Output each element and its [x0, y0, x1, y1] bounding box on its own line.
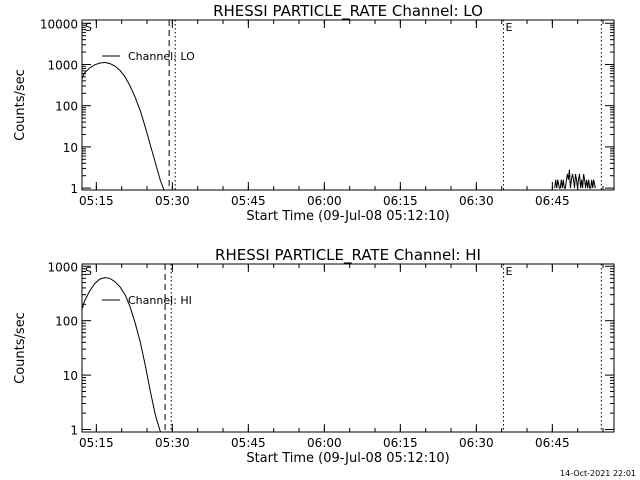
x-axis-label: Start Time (09-Jul-08 05:12:10)	[246, 209, 449, 224]
plot-frame	[81, 19, 615, 191]
x-tick-label: 06:00	[307, 436, 342, 450]
x-tick-label: 05:45	[231, 194, 266, 208]
y-tick-label: 1000	[47, 260, 78, 274]
x-tick-label: 05:45	[231, 436, 266, 450]
y-axis-label: Counts/sec	[13, 69, 28, 141]
y-tick-label: 10000	[40, 17, 78, 31]
x-tick-label: 06:15	[383, 194, 418, 208]
chart-panel-hi: RHESSI PARTICLE_RATE Channel: HI 05:15 05:…	[13, 246, 615, 466]
chart-title: RHESSI PARTICLE_RATE Channel: LO	[213, 2, 483, 21]
y-tick-label: 100	[55, 315, 78, 329]
data-series-line	[82, 61, 165, 190]
x-tick-label: 06:30	[459, 436, 494, 450]
time-marker-label: E	[506, 265, 513, 278]
y-tick-label: 10	[63, 369, 78, 383]
x-tick-label: 06:15	[383, 436, 418, 450]
time-marker-label: S	[85, 265, 92, 278]
y-tick-label: 1000	[47, 58, 78, 72]
timestamp-footer: 14-Oct-2021 22:01	[560, 469, 636, 478]
x-tick-label: 05:30	[155, 194, 190, 208]
x-tick-label: 06:30	[459, 194, 494, 208]
y-tick-label: 1	[70, 424, 78, 438]
plot-frame	[81, 263, 615, 433]
time-marker-label: S	[85, 21, 92, 34]
data-series-line	[554, 169, 596, 189]
x-tick-label: 06:45	[535, 194, 570, 208]
x-tick-label: 06:45	[535, 436, 570, 450]
x-tick-label: 06:00	[307, 194, 342, 208]
y-axis-label: Counts/sec	[13, 312, 28, 384]
x-axis-label: Start Time (09-Jul-08 05:12:10)	[246, 451, 449, 466]
chart-title: RHESSI PARTICLE_RATE Channel: HI	[215, 246, 481, 265]
legend-label: Channel: LO	[128, 50, 195, 63]
chart-panel-lo: RHESSI PARTICLE_RATE Channel: LO 05:15 05:…	[13, 2, 615, 224]
y-tick-label: 100	[55, 100, 78, 114]
data-series-line	[82, 277, 161, 432]
y-tick-label: 1	[70, 182, 78, 196]
x-tick-label: 05:15	[79, 194, 114, 208]
legend-label: Channel: HI	[128, 294, 192, 307]
time-marker-label: E	[506, 21, 513, 34]
y-tick-label: 10	[63, 141, 78, 155]
x-tick-label: 05:15	[79, 436, 114, 450]
x-tick-label: 05:30	[155, 436, 190, 450]
